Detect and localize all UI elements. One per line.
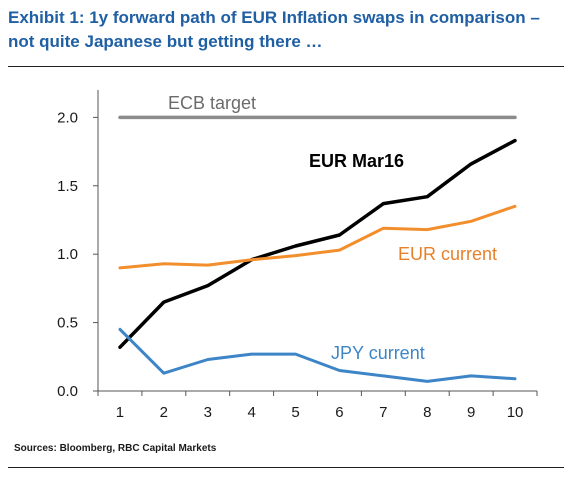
chart-title: Exhibit 1: 1y forward path of EUR Inflat… <box>8 8 540 51</box>
x-tick-label: 9 <box>467 404 475 421</box>
series-label-jpy-current: JPY current <box>331 343 425 363</box>
series-line-jpy-current <box>118 327 517 383</box>
bottom-divider <box>8 467 564 468</box>
series-lines <box>118 115 517 383</box>
x-tick-label: 3 <box>204 404 212 421</box>
y-axis: 0.0 0.5 1.0 1.5 2.0 <box>57 90 99 400</box>
x-tick-label: 8 <box>423 404 431 421</box>
y-tick-label: 0.5 <box>57 315 78 332</box>
x-tick-label: 10 <box>507 404 524 421</box>
x-tick-label: 7 <box>379 404 387 421</box>
x-tick-label: 2 <box>160 404 168 421</box>
series-labels: ECB target EUR Mar16 EUR current JPY curren… <box>168 93 497 363</box>
source-note: Sources: Bloomberg, RBC Capital Markets <box>14 443 217 454</box>
y-tick-label: 1.5 <box>57 178 78 195</box>
x-tick-label: 6 <box>335 404 343 421</box>
series-line-eur-mar16 <box>118 138 517 349</box>
x-tick-label: 1 <box>116 404 124 421</box>
x-tick-label: 4 <box>247 404 255 421</box>
y-tick-label: 2.0 <box>57 109 78 126</box>
top-divider <box>8 66 564 67</box>
x-axis: 1 2 3 4 5 6 7 8 9 10 <box>97 390 538 421</box>
series-line-eur-current <box>118 204 517 270</box>
y-tick-label: 1.0 <box>57 246 78 263</box>
series-label-eur-mar16: EUR Mar16 <box>309 151 404 171</box>
x-tick-label: 5 <box>291 404 299 421</box>
series-label-eur-current: EUR current <box>398 244 497 264</box>
series-label-ecb-target: ECB target <box>168 93 256 113</box>
y-tick-label: 0.0 <box>57 383 78 400</box>
